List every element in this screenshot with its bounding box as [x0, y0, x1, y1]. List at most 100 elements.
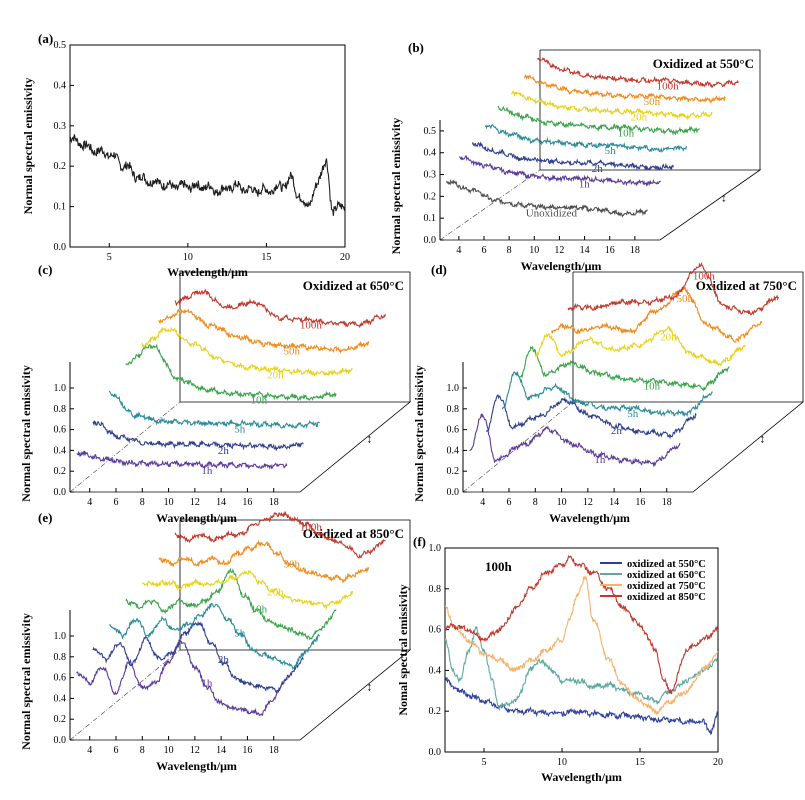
- series-label: 5h: [605, 145, 617, 157]
- series-label: 2h: [592, 163, 604, 175]
- back-frame: [180, 271, 411, 402]
- x-tick-label: 6: [114, 745, 119, 756]
- x-tick-label: 16: [635, 497, 645, 508]
- y-tick-label: 0.8: [54, 404, 67, 415]
- x-tick-label: 14: [216, 497, 226, 508]
- plot-title: Oxidized at 550°C: [653, 56, 754, 71]
- x-tick-label: 4: [87, 497, 92, 508]
- x-tick-label: 16: [605, 245, 615, 256]
- series-label: 100h: [693, 271, 716, 283]
- back-frame: [180, 519, 411, 650]
- series-label: 1h: [201, 678, 213, 690]
- y-tick-label: 0.2: [54, 714, 67, 725]
- plot-frame: [69, 44, 346, 248]
- legend-label: oxidized at 650°C: [627, 570, 706, 581]
- depth-axis-symbol: ↕: [760, 432, 766, 446]
- series-line: [551, 285, 763, 343]
- series-label: 2h: [218, 654, 230, 666]
- x-tick-label: 14: [580, 245, 590, 256]
- floor-outline: [440, 169, 762, 241]
- series-line: [141, 326, 353, 377]
- series-line: [125, 567, 337, 641]
- y-tick-label: 0.0: [54, 487, 67, 498]
- x-tick-label: 12: [583, 497, 593, 508]
- x-tick-label: 18: [662, 497, 672, 508]
- series-line: [125, 343, 337, 402]
- series-label: 20h: [267, 369, 284, 381]
- y-tick-label: 0.2: [447, 466, 460, 477]
- depth-guide: [69, 401, 181, 493]
- y-tick-label: 1.0: [429, 543, 442, 554]
- series-label: 50h: [644, 96, 661, 108]
- series-line: [485, 394, 697, 440]
- series-line: [523, 73, 726, 104]
- y-axis-label: Nomal spectral emissivity: [396, 584, 410, 715]
- series-line: [158, 539, 370, 583]
- series-line: [511, 90, 713, 121]
- x-tick-label: 6: [482, 245, 487, 256]
- y-tick-label: 0.5: [424, 126, 437, 137]
- series-line: [484, 124, 687, 153]
- series-line: [76, 450, 288, 470]
- x-tick-label: 12: [190, 745, 200, 756]
- series-line: [445, 676, 718, 736]
- legend-label: oxidized at 750°C: [627, 581, 706, 592]
- y-tick-label: 0.6: [54, 673, 67, 684]
- plot-title: 100h: [485, 559, 513, 574]
- series-line: [459, 155, 661, 188]
- series-line: [174, 288, 386, 329]
- y-tick-label: 0.4: [54, 445, 67, 456]
- y-tick-label: 0.4: [54, 80, 67, 91]
- y-tick-label: 0.3: [424, 170, 437, 181]
- y-tick-label: 0.3: [54, 121, 67, 132]
- x-tick-label: 8: [507, 245, 512, 256]
- depth-guide: [439, 169, 541, 241]
- series-label: 100h: [657, 80, 680, 92]
- x-tick-label: 16: [242, 745, 252, 756]
- series-line: [158, 308, 370, 354]
- series-line: [469, 413, 681, 468]
- floor-outline: [463, 401, 805, 493]
- y-tick-label: 0.8: [447, 404, 460, 415]
- series-line: [108, 390, 320, 429]
- series-label: Unoxidized: [526, 207, 578, 219]
- series-line: [536, 56, 739, 88]
- x-tick-label: 10: [183, 252, 193, 263]
- y-tick-label: 0.1: [54, 202, 67, 213]
- series-line: [471, 141, 674, 171]
- series-label: 2h: [218, 445, 230, 457]
- plot-title: Oxidized at 750°C: [696, 278, 797, 293]
- y-axis-label: Normal spectral emissivity: [21, 78, 35, 215]
- series-label: 1h: [594, 454, 606, 466]
- x-axis-label: Wavelength/μm: [156, 511, 237, 525]
- series-label: 20h: [660, 332, 677, 344]
- panel-c: 0.0 0.2 0.4 0.6 0.8 1.0 4 6 8 10 12 14 16 18 (c) Oxidiz…: [19, 262, 412, 525]
- series-line: [445, 575, 718, 715]
- depth-axis-symbol: ↕: [721, 191, 727, 205]
- plot-title: Oxidized at 650°C: [303, 278, 404, 293]
- panel-label: (b): [408, 40, 424, 55]
- x-tick-label: 4: [480, 497, 485, 508]
- series-label: 50h: [284, 558, 301, 570]
- x-tick-label: 4: [456, 245, 461, 256]
- panel-label: (c): [38, 262, 52, 277]
- series-line: [445, 554, 718, 695]
- x-tick-label: 5: [482, 757, 487, 768]
- legend-label: oxidized at 550°C: [627, 559, 706, 570]
- series-line: [445, 179, 648, 218]
- panel-b: 0.0 0.1 0.2 0.3 0.4 0.5 4 6 8 10 12 14 16 18 (b) Oxidiz…: [389, 40, 762, 273]
- x-tick-label: 8: [533, 497, 538, 508]
- x-axis-label: Wavelength/μm: [541, 770, 622, 784]
- y-tick-label: 0.1: [424, 213, 437, 224]
- y-tick-label: 0.4: [429, 665, 442, 676]
- panel-a: 0.00.10.20.30.40.55 10 15 20(a)Wavelength/μ…: [21, 31, 350, 279]
- panel-label: (d): [431, 262, 447, 277]
- x-tick-label: 15: [635, 757, 645, 768]
- x-axis-label: Wavelength/μm: [156, 759, 237, 773]
- series-label: 1h: [201, 465, 213, 477]
- depth-axis-symbol: ↕: [367, 680, 373, 694]
- series-label: 5h: [627, 408, 639, 420]
- y-tick-label: 0.8: [429, 584, 442, 595]
- panel-e: 0.00.20.40.60.81.04 6 8 10 12 14 16 18(e)Oxidiz…: [19, 510, 412, 773]
